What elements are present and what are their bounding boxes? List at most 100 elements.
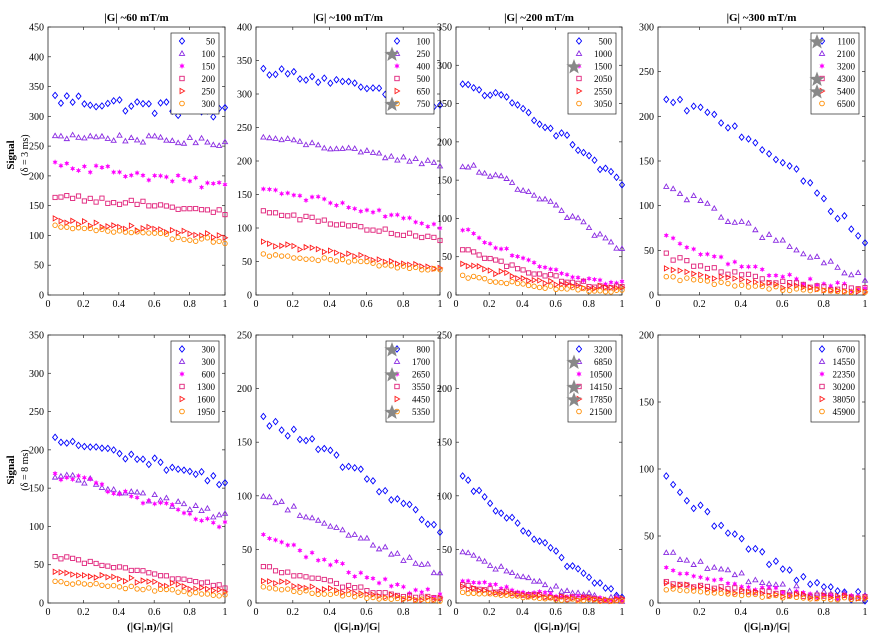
data-point: [87, 225, 93, 232]
data-point: [525, 594, 532, 600]
data-point: [180, 139, 188, 146]
data-point: [187, 237, 193, 243]
data-point: [302, 436, 310, 445]
data-point: [163, 586, 170, 593]
x-tick-label: 0: [656, 607, 661, 618]
data-point: [357, 148, 365, 155]
data-point: [514, 253, 521, 260]
data-point: [766, 588, 772, 594]
legend-label: 3200: [594, 345, 613, 355]
data-point: [591, 596, 598, 603]
data-point: [86, 132, 94, 139]
data-point: [216, 582, 222, 588]
data-point: [339, 199, 346, 206]
data-point: [303, 256, 309, 262]
data-point: [69, 165, 76, 172]
data-point: [691, 270, 698, 278]
legend-label: 17850: [590, 395, 613, 405]
data-point: [498, 279, 504, 286]
data-point: [459, 272, 466, 279]
x-tick-label: 0.6: [549, 607, 562, 618]
data-point: [459, 163, 466, 170]
x-tick-label: 0.4: [323, 299, 336, 310]
data-point: [592, 285, 598, 292]
data-point: [111, 490, 117, 497]
data-point: [394, 495, 401, 503]
legend-label: 10500: [590, 370, 613, 380]
ylabel-bottom-text: Signal: [5, 455, 17, 484]
data-point: [597, 282, 604, 290]
data-point: [670, 98, 677, 107]
data-point: [619, 284, 626, 291]
data-point: [752, 138, 759, 147]
data-point: [105, 583, 111, 589]
data-point: [105, 200, 111, 206]
series-2: [459, 161, 626, 251]
data-point: [503, 175, 510, 181]
data-point: [465, 262, 472, 270]
x-tick-label: 0.8: [183, 607, 196, 618]
data-point: [279, 578, 286, 585]
data-point: [514, 593, 521, 599]
data-point: [807, 596, 813, 602]
data-point: [284, 506, 291, 513]
data-point: [487, 581, 493, 588]
data-point: [157, 573, 164, 579]
series-3: [663, 232, 868, 294]
data-point: [514, 572, 521, 579]
data-point: [597, 288, 603, 294]
data-point: [216, 593, 222, 599]
legend-marker: [393, 357, 401, 364]
data-point: [470, 230, 477, 237]
data-point: [116, 449, 123, 458]
data-point: [345, 591, 352, 598]
data-point: [765, 231, 773, 237]
data-point: [297, 547, 303, 554]
data-point: [596, 579, 604, 587]
data-point: [731, 530, 738, 538]
data-point: [290, 502, 298, 509]
ylabel-bottom: Signal (δ = 8 ms): [5, 449, 31, 490]
y-tick-label: 100: [639, 201, 654, 212]
data-point: [827, 207, 834, 216]
data-point: [586, 275, 592, 282]
data-point: [493, 270, 500, 278]
data-point: [140, 500, 146, 507]
data-point: [602, 281, 609, 288]
legend-marker: [576, 370, 582, 378]
data-point: [309, 193, 315, 201]
data-point: [684, 268, 691, 276]
data-point: [431, 265, 437, 272]
data-point: [476, 591, 482, 597]
data-point: [509, 99, 516, 107]
data-point: [406, 265, 413, 272]
data-point: [437, 237, 443, 244]
data-point: [531, 276, 538, 284]
data-point: [608, 284, 615, 291]
data-point: [174, 139, 182, 146]
data-point: [515, 275, 521, 282]
data-point: [104, 444, 111, 453]
data-point: [140, 229, 146, 236]
data-point: [315, 445, 322, 454]
data-point: [181, 588, 187, 595]
data-point: [519, 573, 527, 580]
data-point: [146, 177, 152, 184]
data-point: [541, 123, 549, 132]
y-tick-label: 0: [649, 599, 654, 610]
data-point: [497, 172, 505, 179]
data-point: [542, 264, 548, 271]
data-point: [670, 582, 677, 590]
data-point: [93, 443, 100, 451]
series-3: [52, 159, 228, 191]
series-2: [663, 183, 869, 283]
data-point: [406, 214, 413, 222]
data-point: [388, 211, 394, 219]
data-point: [520, 104, 527, 113]
data-point: [64, 219, 71, 227]
data-point: [596, 230, 604, 237]
data-point: [157, 172, 164, 179]
data-point: [57, 438, 65, 447]
data-point: [346, 223, 352, 229]
legend-marker: [178, 357, 186, 364]
